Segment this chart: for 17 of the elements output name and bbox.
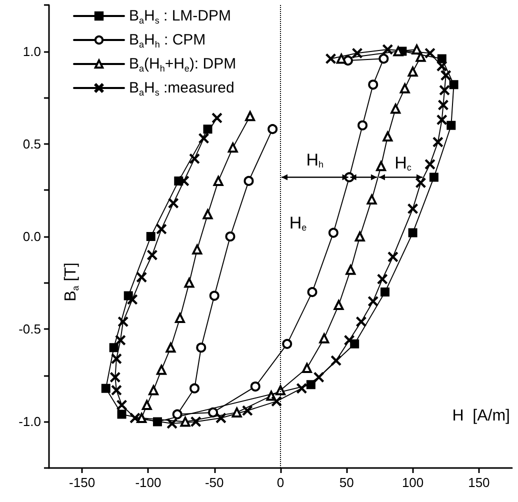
y-tick-label: -0.5 (18, 322, 41, 337)
x-tick-label: 150 (468, 475, 490, 490)
y-tick-label: 0.0 (22, 229, 41, 244)
y-tick-label: 0.5 (22, 136, 41, 152)
x-tick-label: 100 (402, 475, 424, 490)
x-tick-label: -50 (204, 475, 224, 490)
annotation: Hc (394, 154, 412, 172)
annotation: Hh (306, 150, 324, 170)
x-tick-label: 50 (339, 475, 354, 490)
y-axis-title: Ba [T] (62, 262, 80, 302)
x-tick-label: 0 (276, 475, 284, 490)
annotation: He (289, 214, 307, 232)
x-axis-title: H [A/m] (452, 408, 510, 424)
x-tick-label: -100 (135, 475, 162, 490)
y-tick-label: -1.0 (18, 414, 41, 430)
x-tick-label: -150 (69, 475, 96, 490)
y-tick-label: 1.0 (22, 44, 41, 59)
